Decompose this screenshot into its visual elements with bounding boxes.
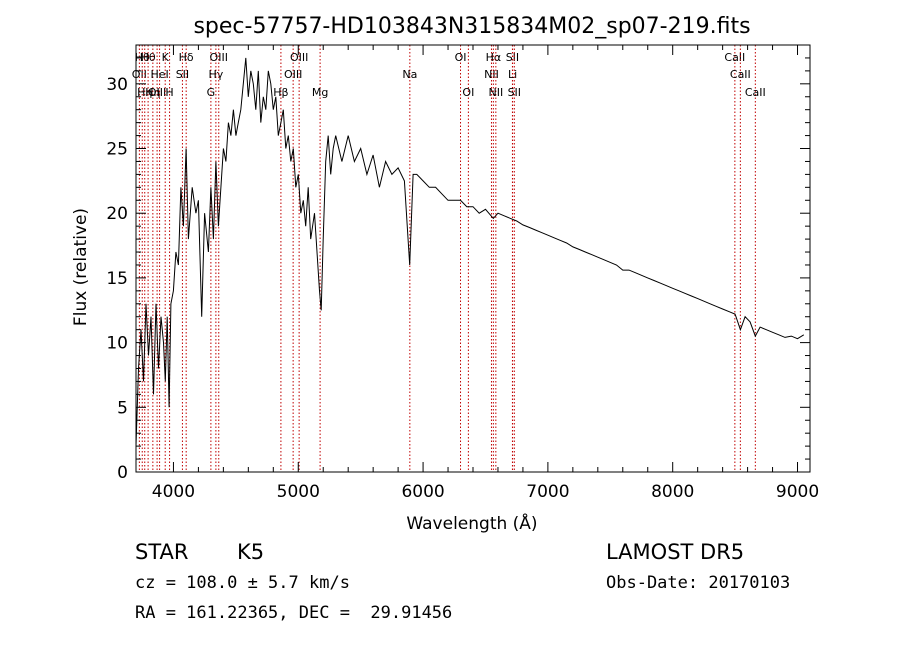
y-axis-label: Flux (relative) [71, 208, 91, 326]
y-tick-label: 0 [117, 463, 128, 483]
object-subclass: K5 [237, 540, 265, 564]
line-marker-label: OI [455, 51, 467, 64]
line-marker-label: H [165, 86, 173, 99]
line-marker-label: CaII [745, 86, 766, 99]
chart-title: spec-57757-HD103843N315834M02_sp07-219.f… [193, 14, 750, 39]
x-tick-label: 5000 [277, 482, 320, 502]
line-marker-label: Na [402, 68, 417, 81]
line-marker-label: Li [508, 68, 517, 81]
line-marker-label: Hη [137, 86, 152, 99]
x-tick-label: 6000 [401, 482, 444, 502]
line-marker-label: OIII [148, 86, 166, 99]
line-marker-label: NII [484, 68, 499, 81]
line-marker-label: SII [506, 51, 519, 64]
plot-frame [135, 44, 811, 473]
axes: 4000 5000 6000 7000 8000 9000 0 5 10 15 20 25 30 [106, 44, 819, 502]
line-marker-label: Hβ [273, 86, 288, 99]
object-class: STAR [135, 540, 189, 564]
line-marker-label: Mg [312, 86, 328, 99]
line-marker-label: CaII [724, 51, 745, 64]
line-marker-label: Hγ [208, 68, 223, 81]
y-tick-label: 25 [106, 140, 128, 160]
line-marker-label: G [207, 86, 216, 99]
line-marker-label: OIII [210, 51, 228, 64]
line-marker-label: Hη [145, 86, 160, 99]
redshift-cz: cz = 108.0 ± 5.7 km/s [135, 573, 350, 593]
line-marker-label: NII [488, 86, 503, 99]
spectrum-chart: spec-57757-HD103843N315834M02_sp07-219.f… [71, 14, 819, 534]
spectrum-line [135, 57, 805, 447]
line-marker-label: OI [462, 86, 474, 99]
spectral-line-markers: OIIHθHηHθHηOIIIHeIKHSIIHδGHγOIIIHβOIIIOI… [132, 45, 766, 472]
y-tick-label: 5 [117, 398, 128, 418]
line-marker-label: Hδ [179, 51, 194, 64]
line-marker-label: OIII [284, 68, 302, 81]
observation-date: Obs-Date: 20170103 [606, 573, 791, 593]
survey-name: LAMOST DR5 [606, 540, 745, 564]
x-tick-label: 4000 [152, 482, 195, 502]
coordinates: RA = 161.22365, DEC = 29.91456 [135, 603, 453, 623]
line-marker-label: SII [508, 86, 521, 99]
x-tick-label: 7000 [526, 482, 569, 502]
line-marker-label: SII [176, 68, 189, 81]
x-tick-label: 8000 [651, 482, 694, 502]
x-tick-label: 9000 [776, 482, 819, 502]
line-marker-label: CaII [730, 68, 751, 81]
line-marker-label: Hθ [135, 51, 150, 64]
line-marker-label: OIII [290, 51, 308, 64]
y-tick-label: 10 [106, 334, 128, 354]
y-tick-label: 30 [106, 75, 128, 95]
line-marker-label: Hθ [141, 51, 156, 64]
line-marker-label: K [162, 51, 170, 64]
y-tick-label: 20 [106, 204, 128, 224]
y-tick-label: 15 [106, 269, 128, 289]
line-marker-label: HeI [150, 68, 168, 81]
line-marker-label: Hα [486, 51, 502, 64]
x-axis-label: Wavelength (Å) [406, 512, 537, 534]
